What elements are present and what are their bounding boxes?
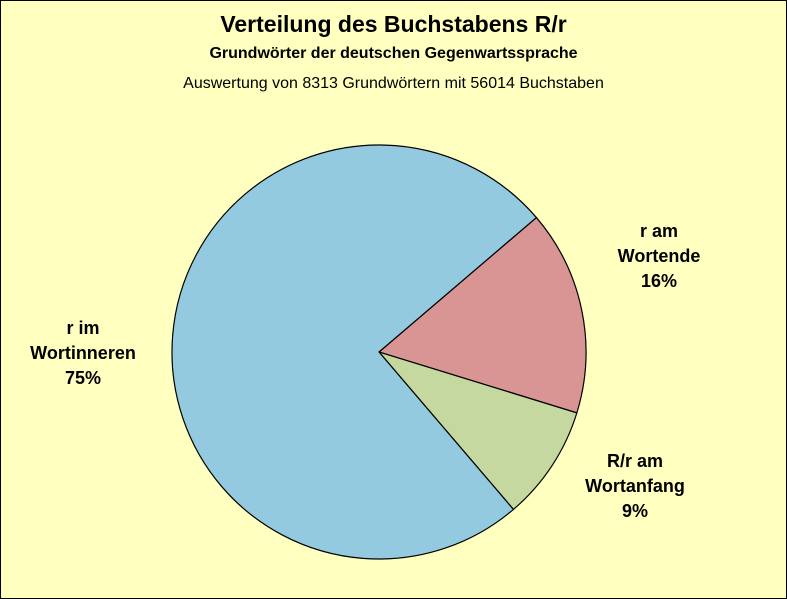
chart-subtitle: Grundwörter der deutschen Gegenwartsspra… (209, 45, 578, 62)
slice-label-line: r im (66, 318, 100, 338)
pie-slices (171, 144, 587, 560)
slice-label-line: Wortanfang (585, 476, 685, 496)
chart-note: Auswertung von 8313 Grundwörtern mit 560… (183, 75, 604, 92)
slice-percent: 9% (621, 501, 648, 521)
slice-label-line: Wortinneren (30, 343, 136, 363)
slice-percent: 75% (64, 368, 102, 388)
slice-wortinneren (171, 144, 538, 560)
slice-label-wortende: r am Wortende 16% (584, 219, 734, 294)
slice-label-line: R/r am (606, 451, 664, 471)
chart-title: Verteilung des Buchstabens R/r (220, 11, 567, 37)
slice-label-line: r am (639, 221, 679, 241)
slice-wortende (377, 216, 587, 414)
slice-label-wortinneren: r im Wortinneren 75% (8, 316, 158, 391)
slice-label-line: Wortende (617, 246, 701, 266)
slice-label-wortanfang: R/r am Wortanfang 9% (560, 449, 710, 524)
slice-percent: 16% (640, 271, 678, 291)
slice-wortanfang (377, 350, 578, 511)
